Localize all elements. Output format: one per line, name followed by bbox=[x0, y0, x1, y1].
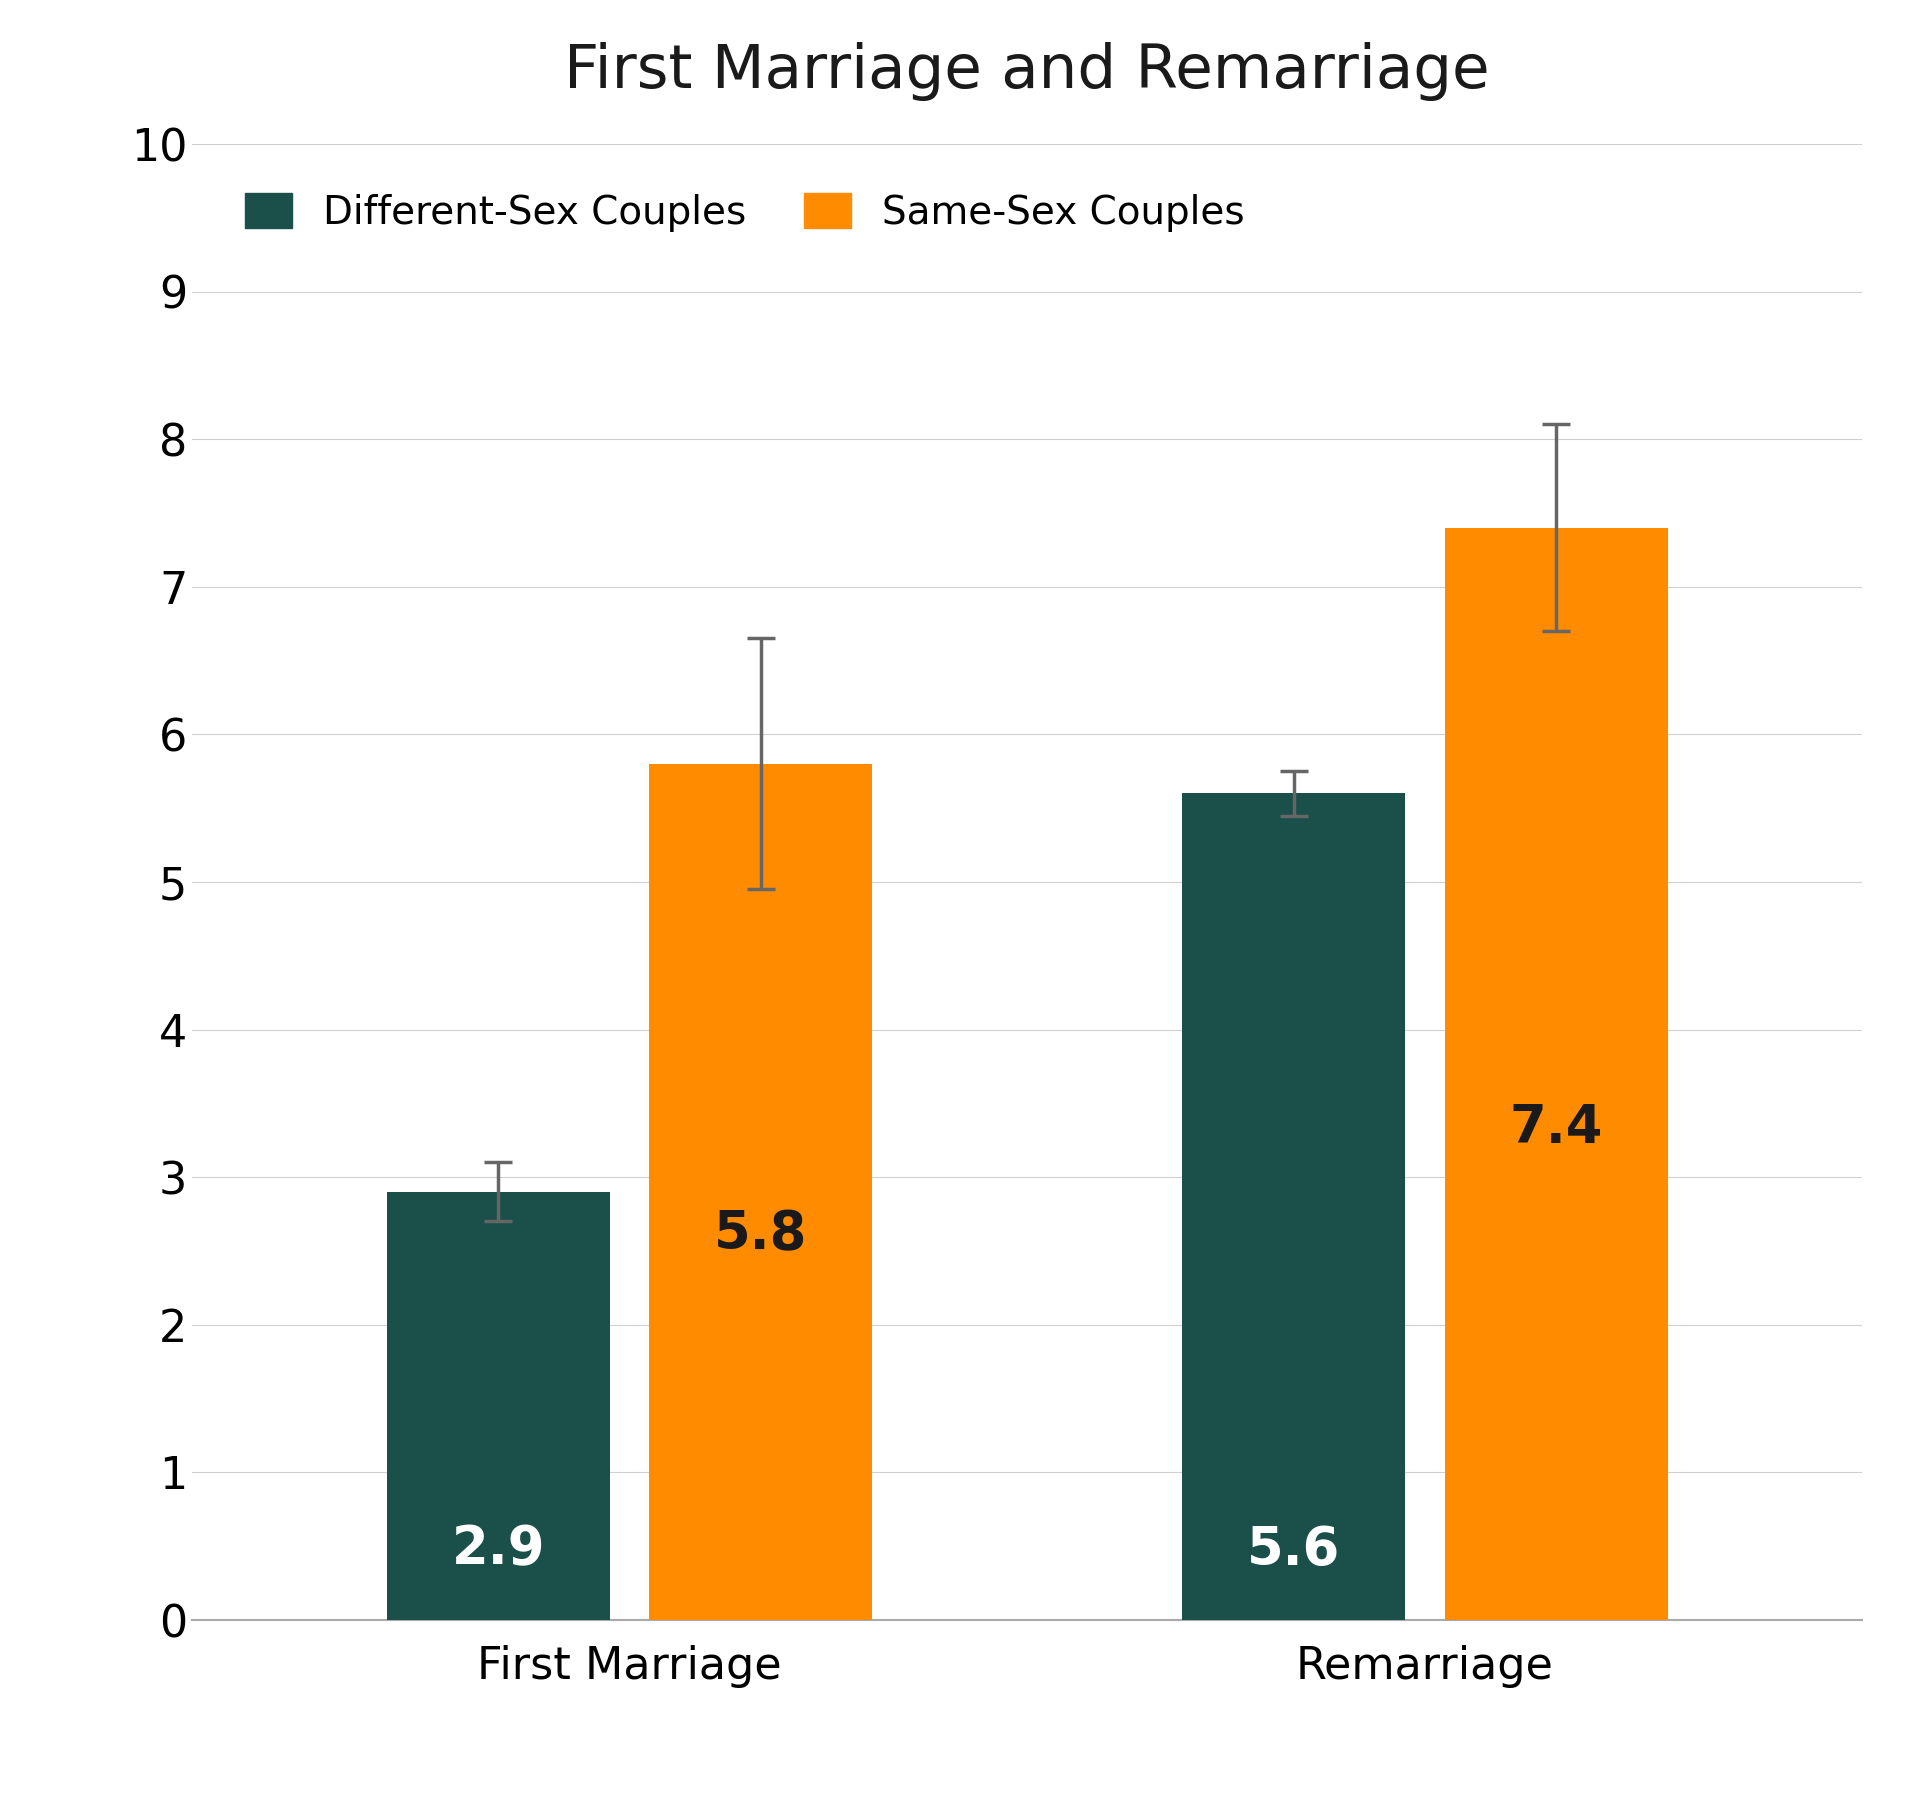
Bar bbox=[386, 1192, 611, 1620]
Text: 2.9: 2.9 bbox=[451, 1525, 545, 1575]
Bar bbox=[1444, 527, 1667, 1620]
Text: 7.4: 7.4 bbox=[1509, 1102, 1603, 1154]
Title: First Marriage and Remarriage: First Marriage and Remarriage bbox=[564, 43, 1490, 101]
Bar bbox=[649, 763, 872, 1620]
Text: 5.6: 5.6 bbox=[1246, 1525, 1340, 1575]
Legend: Different-Sex Couples, Same-Sex Couples: Different-Sex Couples, Same-Sex Couples bbox=[246, 193, 1244, 232]
Bar bbox=[1183, 794, 1405, 1620]
Text: 5.8: 5.8 bbox=[714, 1210, 808, 1260]
